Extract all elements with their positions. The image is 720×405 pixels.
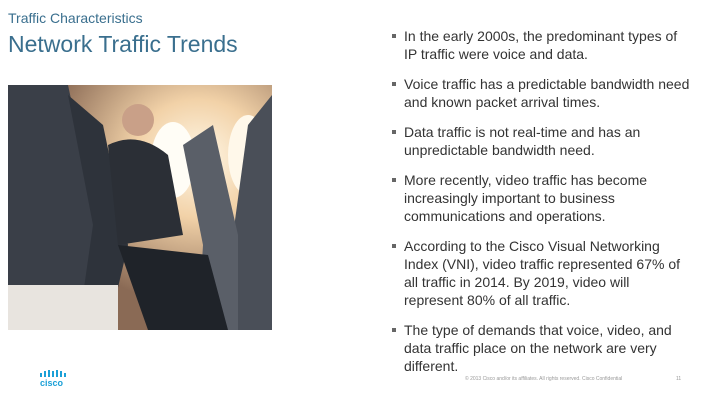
bullet: The type of demands that voice, video, a… xyxy=(390,321,690,375)
bullet: In the early 2000s, the predominant type… xyxy=(390,27,690,63)
section-label: Traffic Characteristics xyxy=(8,10,143,26)
page-number: 11 xyxy=(676,376,682,382)
copyright: © 2013 Cisco and/or its affiliates. All … xyxy=(465,376,623,382)
logo-mark xyxy=(40,370,66,377)
photo xyxy=(8,85,272,330)
bullet: According to the Cisco Visual Networking… xyxy=(390,237,690,309)
bullet-list: In the early 2000s, the predominant type… xyxy=(390,27,690,387)
slide-title: Network Traffic Trends xyxy=(8,31,238,57)
logo-text: cisco xyxy=(40,378,64,388)
bullet: More recently, video traffic has become … xyxy=(390,171,690,225)
bullet: Data traffic is not real-time and has an… xyxy=(390,123,690,159)
bullet: Voice traffic has a predictable bandwidt… xyxy=(390,75,690,111)
